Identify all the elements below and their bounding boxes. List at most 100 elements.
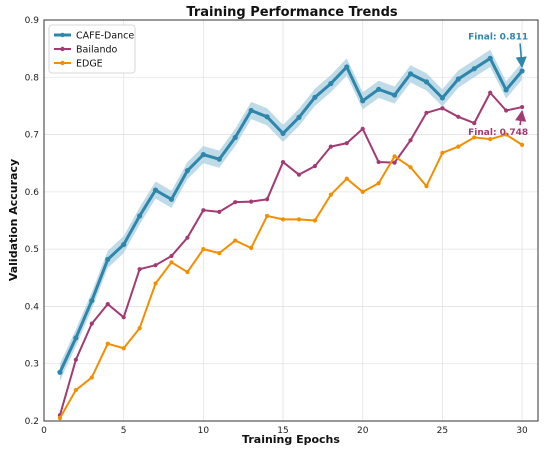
x-tick-label: 30 [516, 426, 528, 436]
edge-data-point [360, 189, 365, 194]
x-tick-label: 10 [198, 426, 210, 436]
y-tick-label: 0.2 [25, 417, 39, 427]
cafe-dance-data-point [455, 76, 461, 82]
bailando-data-point [312, 163, 318, 169]
cafe-dance-series-line [58, 56, 524, 373]
bailando-data-point [280, 159, 286, 165]
bailando-data-point [424, 110, 429, 115]
bailando-data-point [249, 199, 254, 204]
edge-data-point [519, 142, 525, 147]
bailando-legend-marker [60, 46, 65, 52]
bailando-data-point [169, 253, 174, 259]
bailando-data-point [456, 114, 461, 119]
final-value-annotation: Final: 0.811 [468, 32, 528, 42]
series-layer [57, 55, 525, 421]
cafe-dance-data-point [152, 187, 159, 193]
y-tick-label: 0.4 [25, 302, 40, 312]
bailando-data-point [408, 138, 413, 143]
y-axis-title: Validation Accuracy [7, 159, 20, 281]
final-value-annotation: Final: 0.748 [468, 128, 528, 138]
plot-frame [43, 19, 539, 422]
cafe-dance-data-point [503, 87, 509, 93]
bailando-data-point [153, 263, 158, 268]
cafe-dance-legend-marker [60, 32, 65, 38]
bailando-data-point [504, 108, 509, 113]
edge-data-point [392, 154, 397, 159]
x-tick-label: 0 [41, 426, 47, 436]
bailando-data-point [392, 160, 397, 165]
bailando-data-point [264, 197, 270, 202]
bailando-data-point [376, 159, 381, 165]
cafe-dance-data-point [184, 168, 191, 174]
x-tick-label: 20 [357, 426, 369, 436]
bailando-data-point [73, 357, 78, 362]
cafe-dance-data-point [471, 66, 477, 72]
cafe-dance-data-point [137, 213, 143, 219]
annotation-arrow [515, 109, 527, 126]
bailando-data-point [344, 141, 349, 146]
bailando-legend-label: Bailando [76, 45, 117, 56]
cafe-dance-data-point [216, 156, 222, 162]
bailando-data-point [201, 208, 206, 213]
edge-data-point [185, 269, 190, 275]
y-tick-label: 0.5 [25, 245, 39, 255]
chart-title: Training Performance Trends [186, 5, 397, 20]
cafe-dance-data-point [73, 335, 79, 341]
annotations: Final: 0.811 Final: 0.748 [468, 32, 528, 138]
cafe-dance-data-point [391, 92, 398, 98]
cafe-dance-data-point [280, 130, 286, 137]
edge-data-point [488, 137, 493, 142]
bailando-data-point [105, 302, 110, 307]
bailando-series-line [58, 91, 523, 416]
edge-data-point [504, 132, 509, 137]
edge-legend-label: EDGE [76, 59, 103, 70]
cafe-dance-data-point [312, 94, 318, 100]
cafe-dance-data-point [168, 196, 175, 202]
bailando-data-point [519, 104, 525, 110]
bailando-data-point [440, 106, 445, 111]
cafe-dance-data-point [105, 256, 111, 263]
cafe-dance-data-point [296, 114, 302, 120]
edge-legend-marker [60, 60, 65, 66]
cafe-dance-data-point [423, 79, 430, 85]
edge-data-point [312, 218, 318, 223]
bailando-data-point [233, 200, 238, 205]
edge-data-point [249, 245, 254, 251]
cafe-dance-data-point [200, 152, 206, 158]
cafe-dance-data-point [360, 98, 366, 104]
edge-data-point [217, 251, 222, 256]
legend: CAFE-Dance Bailando EDGE [48, 24, 136, 74]
edge-data-point [472, 135, 477, 140]
cafe-dance-data-point [519, 68, 525, 74]
edge-data-point [440, 150, 445, 156]
edge-data-point [264, 213, 270, 219]
edge-data-point [296, 217, 302, 222]
y-tick-label: 0.3 [25, 360, 39, 370]
cafe-dance-data-point [328, 80, 334, 87]
cafe-dance-data-point [407, 71, 414, 77]
y-tick-label: 0.7 [25, 131, 39, 141]
x-axis-title: Training Epochs [242, 433, 340, 446]
cafe-dance-data-point [439, 95, 445, 101]
y-tick-label: 0.9 [25, 16, 40, 26]
cafe-dance-data-point [487, 55, 493, 61]
bailando-data-point [217, 209, 222, 215]
cafe-dance-data-point [89, 298, 95, 304]
edge-data-point [73, 387, 78, 393]
cafe-dance-data-point [264, 114, 270, 120]
bailando-data-point [121, 315, 126, 320]
edge-data-point [376, 181, 381, 186]
cafe-dance-data-point [344, 64, 350, 70]
annotation-arrow [515, 43, 527, 69]
edge-data-point [169, 260, 174, 265]
bailando-data-point [296, 172, 302, 177]
edge-data-point [105, 341, 110, 346]
cafe-dance-data-point [376, 86, 382, 92]
bailando-data-point [137, 267, 142, 272]
bailando-data-point [185, 235, 190, 240]
cafe-dance-data-point [232, 134, 238, 141]
edge-data-point [408, 165, 413, 170]
cafe-dance-data-point [121, 241, 127, 248]
cafe-dance-legend-label: CAFE-Dance [76, 31, 134, 42]
